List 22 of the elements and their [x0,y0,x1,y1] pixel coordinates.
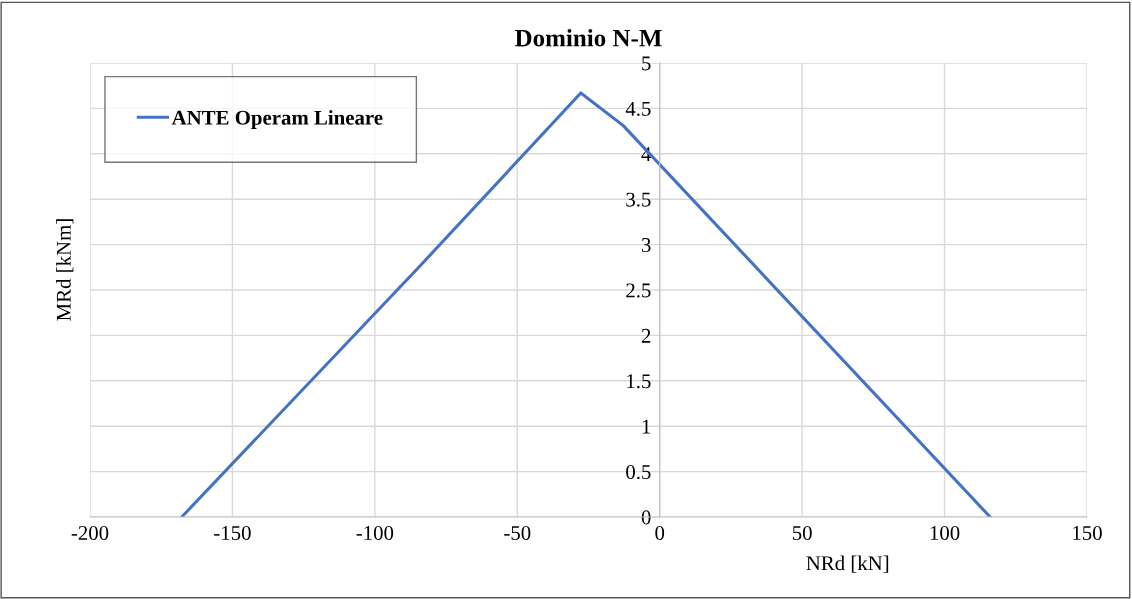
x-tick-label: -150 [214,525,251,540]
y-tick-label: 3.5 [626,192,651,207]
y-tick-label: 5 [642,56,651,71]
x-tick-label: 0 [655,525,665,540]
y-tick-label: 1 [642,419,651,434]
x-tick-label: 100 [930,525,960,540]
x-tick-label: -50 [504,525,531,540]
legend-label: ANTE Operam Lineare [171,110,383,129]
chart-title: Dominio N-M [514,28,662,47]
y-tick-label: 1.5 [627,374,651,389]
y-tick-label: 0 [641,510,651,525]
x-tick-label: 150 [1073,525,1102,540]
y-tick-label: 0.5 [626,464,651,480]
x-tick-label: -100 [356,525,394,540]
y-tick-label: 2.5 [626,283,651,298]
y-tick-label: 3 [641,238,651,253]
y-tick-label: 2 [641,328,651,343]
x-tick-label: -200 [71,525,109,540]
y-axis-title: MRd [kNm] [56,219,74,321]
x-axis-title: NRd [kN] [806,555,889,573]
y-tick-label: 4.5 [625,101,651,116]
x-tick-label: 50 [792,525,812,540]
